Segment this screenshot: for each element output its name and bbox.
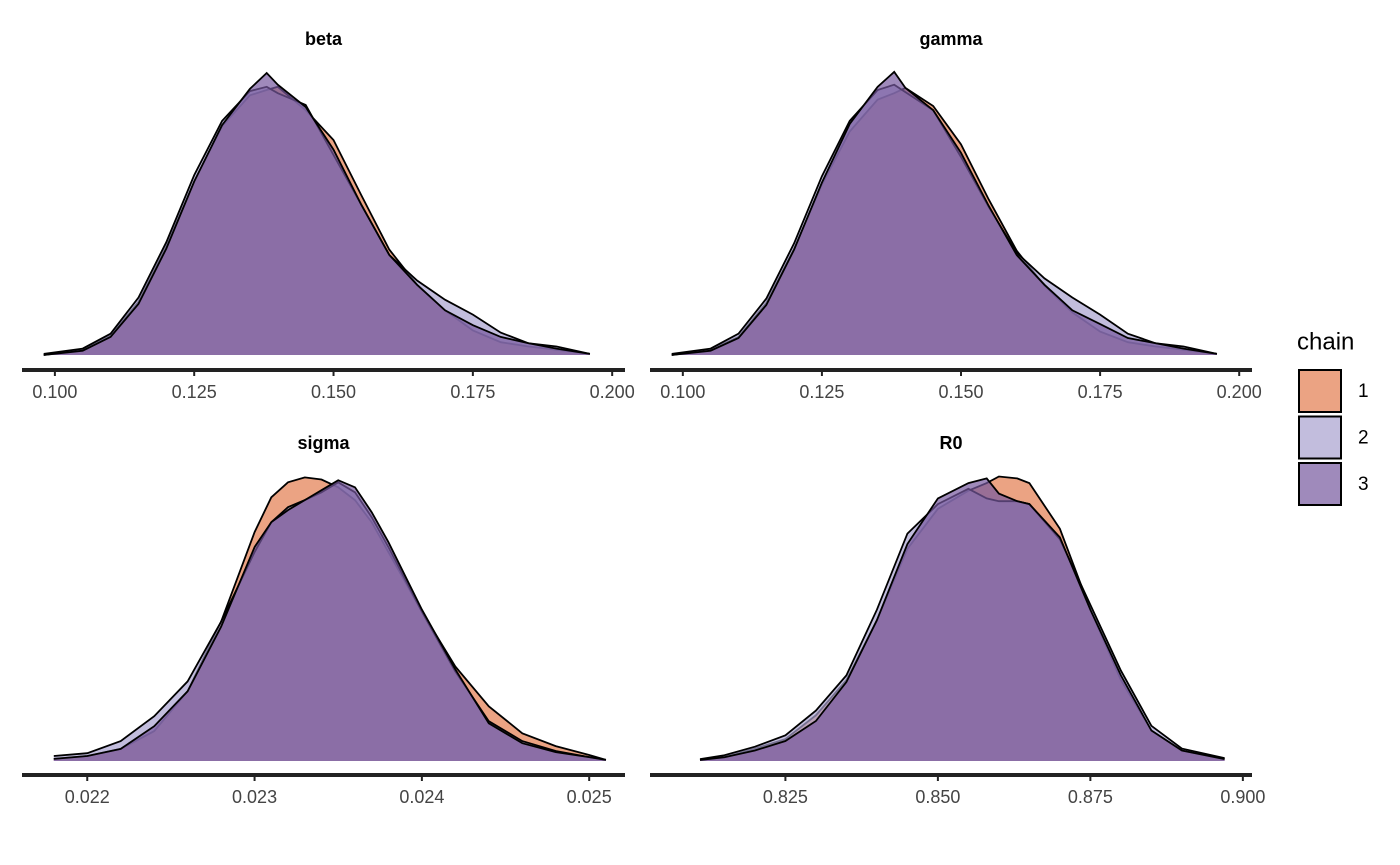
legend-key [1298, 462, 1342, 506]
legend-key [1298, 415, 1342, 460]
panel-title: R0 [939, 433, 962, 453]
x-tick-label: 0.022 [65, 787, 110, 807]
panel-title: beta [305, 29, 343, 49]
x-tick-label: 0.024 [399, 787, 444, 807]
panel-title: gamma [919, 29, 983, 49]
x-tick-label: 0.125 [799, 382, 844, 402]
x-tick-label: 0.150 [938, 382, 983, 402]
x-tick-label: 0.100 [32, 382, 77, 402]
density-line [43, 85, 591, 355]
x-tick-label: 0.850 [915, 787, 960, 807]
density-area [53, 480, 606, 761]
density-line [699, 477, 1225, 761]
legend-label: 2 [1358, 428, 1369, 449]
legend-title: chain [1297, 328, 1354, 355]
density-line [671, 70, 1218, 356]
density-line [53, 479, 607, 761]
x-tick-label: 0.175 [1078, 382, 1123, 402]
density-area [700, 478, 1225, 761]
legend-key [1298, 369, 1342, 413]
density-line [43, 71, 591, 356]
density-area [43, 73, 590, 355]
x-tick-label: 0.200 [1217, 382, 1262, 402]
x-tick-label: 0.175 [450, 382, 495, 402]
legend-label: 1 [1358, 381, 1369, 402]
x-tick-label: 0.875 [1068, 787, 1113, 807]
x-tick-label: 0.100 [660, 382, 705, 402]
x-tick-label: 0.900 [1220, 787, 1265, 807]
x-tick-label: 0.023 [232, 787, 277, 807]
x-tick-label: 0.825 [763, 787, 808, 807]
legend-label: 3 [1358, 474, 1369, 495]
x-tick-label: 0.150 [311, 382, 356, 402]
x-tick-label: 0.125 [172, 382, 217, 402]
density-area [671, 71, 1217, 356]
x-tick-label: 0.025 [567, 787, 612, 807]
x-tick-label: 0.200 [590, 382, 635, 402]
panel-title: sigma [297, 433, 350, 453]
